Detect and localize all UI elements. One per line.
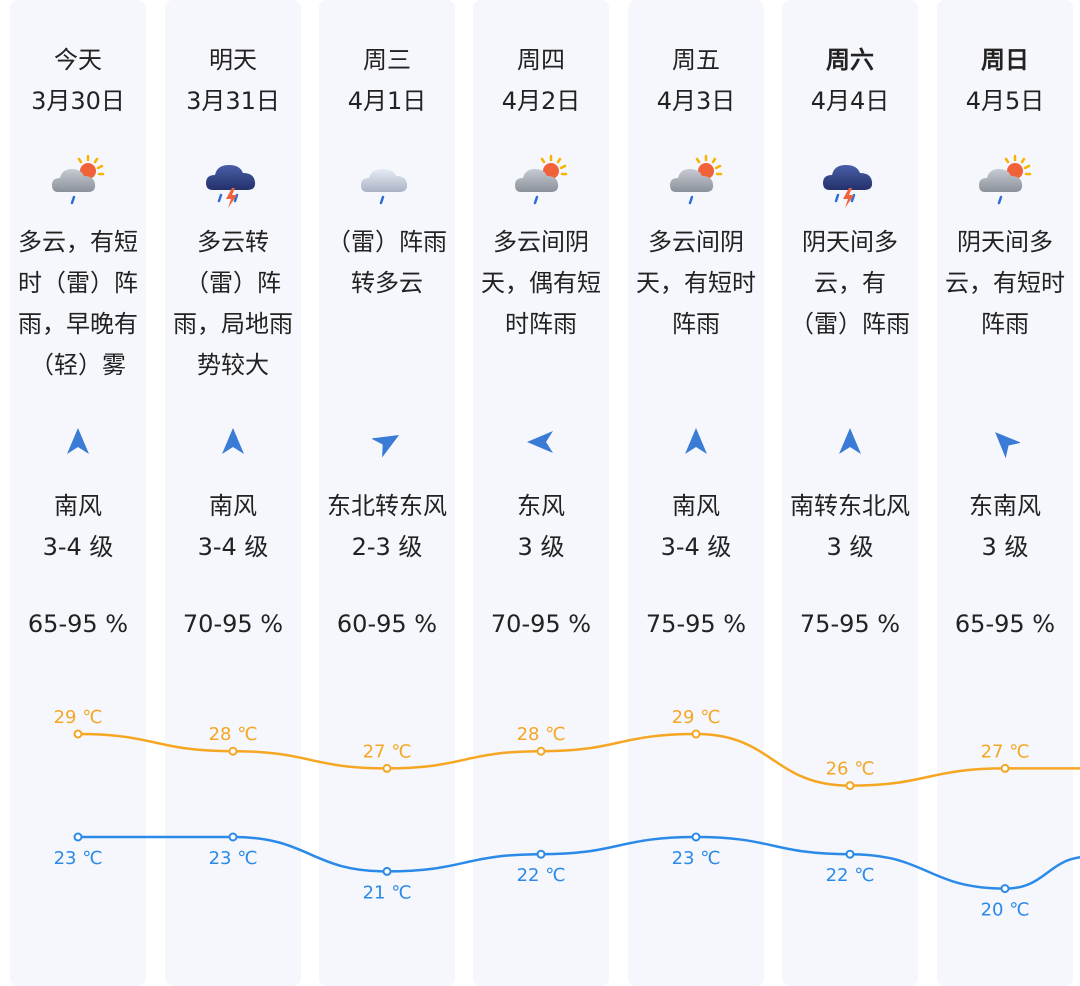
- forecast-day-column[interactable]: 周五 4月3日 多云间阴天，有短时阵雨 南风 3-4 级 75-95 %: [628, 0, 764, 986]
- day-label: 今天: [54, 46, 102, 74]
- wind-direction-icon: [990, 424, 1022, 460]
- date-label: 4月3日: [656, 87, 736, 115]
- day-label: 周日: [981, 46, 1029, 74]
- humidity: 60-95 %: [336, 610, 438, 638]
- cloud-rain-icon: [357, 152, 417, 212]
- wind-direction: 东风: [517, 492, 565, 520]
- date-label: 4月5日: [965, 87, 1045, 115]
- wind-direction-icon: [681, 424, 711, 460]
- day-label: 周五: [672, 46, 720, 74]
- humidity: 75-95 %: [645, 610, 747, 638]
- weather-condition: 多云间阴天，偶有短时阵雨: [481, 228, 601, 338]
- wind-level: 3 级: [981, 533, 1029, 561]
- wind-level: 2-3 级: [351, 533, 423, 561]
- wind-level: 3-4 级: [42, 533, 114, 561]
- wind-direction-icon: [63, 424, 93, 460]
- day-label: 周四: [517, 46, 565, 74]
- wind-level: 3-4 级: [197, 533, 269, 561]
- weather-condition: 阴天间多云，有（雷）阵雨: [790, 228, 910, 338]
- wind-direction-icon: [371, 424, 402, 460]
- thunderstorm-icon: [820, 152, 880, 212]
- weather-condition: 多云，有短时（雷）阵雨，早晚有（轻）雾: [18, 228, 138, 379]
- forecast-day-column[interactable]: 周六 4月4日 阴天间多云，有（雷）阵雨 南转东北风 3 级 75-95 %: [782, 0, 918, 986]
- cloudy-sun-rain-icon: [666, 152, 726, 212]
- cloudy-sun-rain-icon: [48, 152, 108, 212]
- wind-direction-icon: [835, 424, 865, 460]
- date-label: 4月4日: [810, 87, 890, 115]
- cloudy-sun-rain-icon: [975, 152, 1035, 212]
- humidity: 70-95 %: [490, 610, 592, 638]
- date-label: 4月2日: [501, 87, 581, 115]
- wind-direction: 南风: [672, 492, 720, 520]
- weather-condition: （雷）阵雨转多云: [327, 228, 447, 297]
- forecast-day-column[interactable]: 周三 4月1日 （雷）阵雨转多云 东北转东风 2-3 级 60-95 %: [319, 0, 455, 986]
- date-label: 4月1日: [347, 87, 427, 115]
- forecast-day-column[interactable]: 今天 3月30日 多云，有短时（雷）阵雨，早晚有（轻）雾 南风 3-4 级 65…: [10, 0, 146, 986]
- humidity: 65-95 %: [954, 610, 1056, 638]
- humidity: 75-95 %: [799, 610, 901, 638]
- humidity: 70-95 %: [182, 610, 284, 638]
- wind-direction: 东北转东风: [327, 492, 447, 520]
- wind-direction: 东南风: [969, 492, 1041, 520]
- date-label: 3月31日: [186, 87, 280, 115]
- wind-direction: 南转东北风: [790, 492, 910, 520]
- wind-level: 3-4 级: [660, 533, 732, 561]
- day-label: 周六: [826, 46, 874, 74]
- wind-direction-icon: [218, 424, 248, 460]
- wind-level: 3 级: [826, 533, 874, 561]
- date-label: 3月30日: [31, 87, 125, 115]
- weather-condition: 多云间阴天，有短时阵雨: [636, 228, 756, 338]
- cloudy-sun-rain-icon: [511, 152, 571, 212]
- day-label: 明天: [209, 46, 257, 74]
- wind-level: 3 级: [517, 533, 565, 561]
- forecast-day-column[interactable]: 明天 3月31日 多云转（雷）阵雨，局地雨势较大 南风 3-4 级 70-95 …: [165, 0, 301, 986]
- day-label: 周三: [363, 46, 411, 74]
- forecast-day-column[interactable]: 周日 4月5日 阴天间多云，有短时阵雨 东南风 3 级 65-95 %: [937, 0, 1073, 986]
- weather-condition: 阴天间多云，有短时阵雨: [945, 228, 1065, 338]
- wind-direction-icon: [526, 424, 556, 460]
- weather-condition: 多云转（雷）阵雨，局地雨势较大: [173, 228, 293, 379]
- forecast-day-column[interactable]: 周四 4月2日 多云间阴天，偶有短时阵雨 东风 3 级 70-95 %: [473, 0, 609, 986]
- humidity: 65-95 %: [27, 610, 129, 638]
- wind-direction: 南风: [54, 492, 102, 520]
- wind-direction: 南风: [209, 492, 257, 520]
- thunderstorm-icon: [203, 152, 263, 212]
